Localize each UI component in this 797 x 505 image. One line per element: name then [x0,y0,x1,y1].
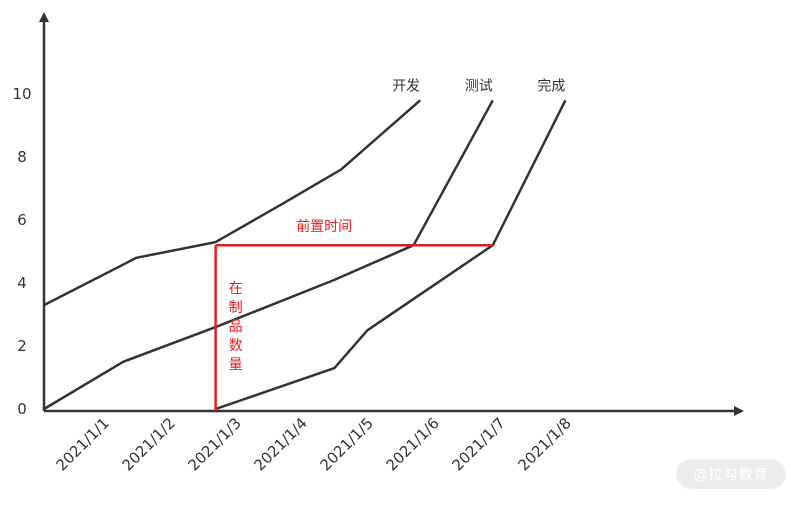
series-line [215,99,567,411]
series-label: 开发 [392,78,420,94]
y-tick-label: 0 [17,400,27,418]
x-tick-label: 2021/1/3 [184,414,244,474]
y-tick-label: 8 [17,148,27,166]
x-tick-labels: 2021/1/1 2021/1/2 2021/1/3 2021/1/4 2021/1/5… [52,414,574,474]
x-tick-label: 2021/1/1 [52,414,112,474]
x-tick-label: 2021/1/5 [316,414,376,474]
series-line [43,99,494,411]
series-line [43,99,422,307]
series-label: 完成 [537,78,565,94]
wip-label: 在制品数量 [229,281,243,373]
watermark-badge: @拉勾教育 [676,459,786,489]
series-label: 测试 [465,78,493,94]
x-tick-label: 2021/1/2 [118,414,178,474]
y-tick-labels: 0 2 4 6 8 10 [12,85,31,418]
x-tick-label: 2021/1/4 [250,414,310,474]
y-tick-label: 2 [17,337,27,355]
x-tick-label: 2021/1/6 [382,414,442,474]
lead-time-label: 前置时间 [296,218,352,235]
x-tick-label: 2021/1/7 [448,414,508,474]
series-labels: 开发 测试 完成 [392,78,565,94]
y-tick-label: 10 [12,85,31,103]
y-tick-label: 6 [17,211,27,229]
x-tick-label: 2021/1/8 [514,414,574,474]
y-tick-label: 4 [17,274,27,292]
series-lines [43,99,567,411]
